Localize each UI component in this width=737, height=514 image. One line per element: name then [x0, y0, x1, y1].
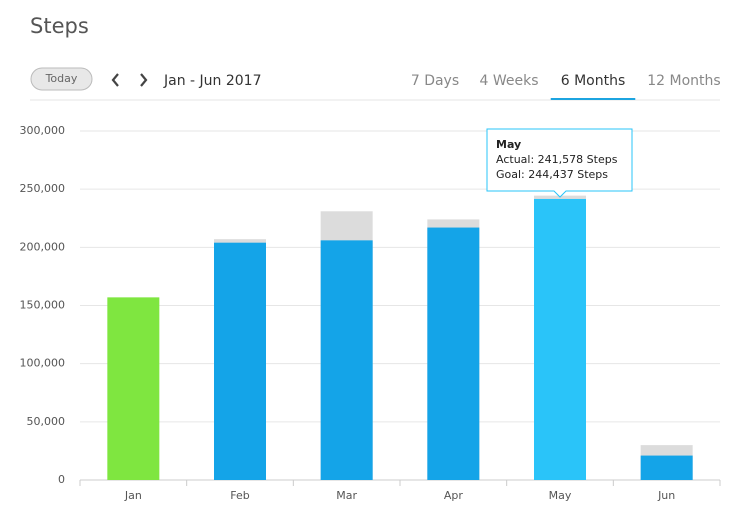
prev-arrow[interactable] — [111, 73, 119, 87]
y-tick-label: 150,000 — [20, 299, 66, 312]
date-range: Jan - Jun 2017 — [163, 73, 262, 89]
x-tick-label: Apr — [444, 489, 464, 502]
bar[interactable] — [214, 242, 266, 480]
next-arrow[interactable] — [140, 73, 148, 87]
y-tick-label: 250,000 — [20, 182, 66, 195]
y-tick-label: 100,000 — [20, 357, 66, 370]
x-tick-label: Feb — [230, 489, 249, 502]
page-title: Steps — [30, 14, 89, 38]
x-tick-label: Jan — [124, 489, 142, 502]
tab[interactable]: 4 Weeks — [479, 73, 538, 89]
x-tick-label: Jun — [657, 489, 675, 502]
today-button[interactable] — [30, 67, 93, 91]
y-tick-label: 50,000 — [27, 415, 66, 428]
bar[interactable] — [427, 227, 480, 480]
today-label[interactable]: Today — [45, 72, 78, 85]
y-tick-label: 300,000 — [20, 124, 66, 137]
tab[interactable]: 12 Months — [647, 73, 720, 89]
active-tab-underline — [550, 98, 636, 100]
y-tick-label: 200,000 — [20, 240, 66, 253]
bar[interactable] — [534, 198, 586, 480]
bar[interactable] — [107, 297, 160, 480]
x-tick-label: May — [549, 489, 572, 502]
tooltip-line: Goal: 244,437 Steps — [496, 168, 608, 181]
tooltip-line: Actual: 241,578 Steps — [496, 153, 618, 166]
tooltip-box — [486, 128, 633, 198]
bar[interactable] — [320, 240, 373, 480]
bar[interactable] — [640, 455, 693, 480]
y-tick-label: 0 — [58, 473, 65, 486]
tooltip-title: May — [496, 138, 521, 151]
tab[interactable]: 6 Months — [561, 73, 626, 89]
tab[interactable]: 7 Days — [411, 73, 459, 89]
x-tick-label: Mar — [336, 489, 357, 502]
